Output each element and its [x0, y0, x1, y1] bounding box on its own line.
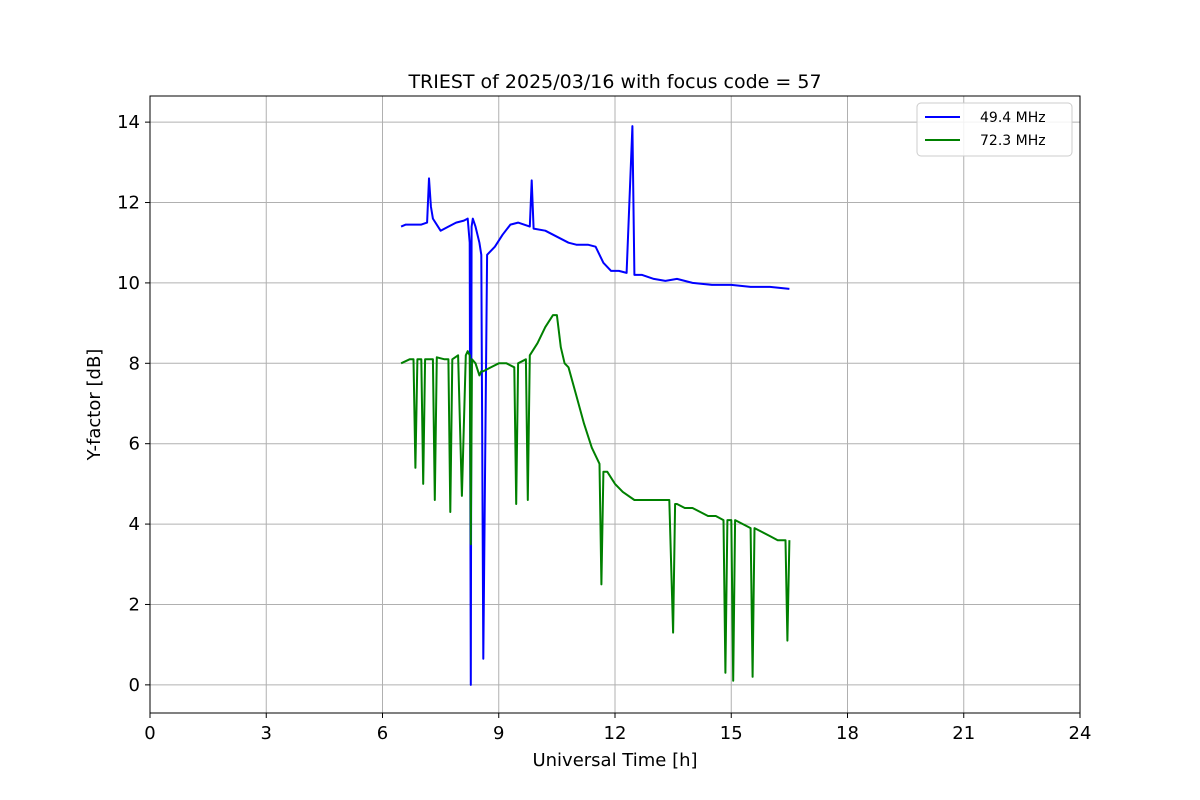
x-tick-label: 24 — [1069, 723, 1092, 744]
series-layer — [400, 125, 791, 686]
x-ticks: 0 3 6 9 12 15 18 21 24 — [144, 713, 1091, 744]
chart-title: TRIEST of 2025/03/16 with focus code = 5… — [407, 71, 821, 93]
y-axis-label: Y-factor [dB] — [84, 349, 105, 462]
y-tick-label: 2 — [129, 594, 140, 615]
y-ticks: 0 2 4 6 8 10 12 14 — [117, 112, 150, 696]
x-axis-label: Universal Time [h] — [532, 750, 697, 771]
legend-label-72-3: 72.3 MHz — [980, 133, 1046, 149]
y-tick-label: 14 — [117, 112, 140, 133]
x-tick-label: 18 — [836, 723, 859, 744]
y-tick-label: 0 — [129, 675, 140, 696]
y-tick-label: 4 — [129, 514, 140, 535]
legend: 49.4 MHz 72.3 MHz — [916, 102, 1073, 157]
series-line-49-4-mhz — [400, 125, 790, 686]
legend-label-49-4: 49.4 MHz — [980, 110, 1046, 126]
y-tick-label: 8 — [129, 353, 140, 374]
x-tick-label: 6 — [377, 723, 388, 744]
y-tick-label: 10 — [117, 273, 140, 294]
y-tick-label: 6 — [129, 434, 140, 455]
x-tick-label: 0 — [144, 723, 155, 744]
series-line-72-3-mhz — [400, 314, 791, 682]
x-tick-label: 3 — [261, 723, 272, 744]
x-tick-label: 21 — [952, 723, 975, 744]
x-tick-label: 12 — [604, 723, 627, 744]
x-tick-label: 15 — [720, 723, 743, 744]
y-tick-label: 12 — [117, 193, 140, 214]
grid — [149, 96, 1081, 713]
x-tick-label: 9 — [493, 723, 504, 744]
